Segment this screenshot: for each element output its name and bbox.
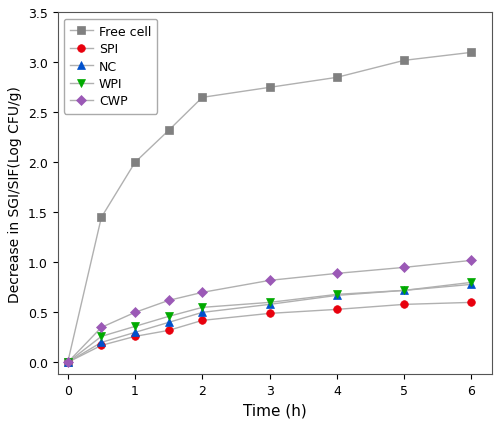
X-axis label: Time (h): Time (h) (243, 403, 306, 417)
Legend: Free cell, SPI, NC, WPI, CWP: Free cell, SPI, NC, WPI, CWP (64, 20, 158, 114)
Y-axis label: Decrease in SGI/SIF(Log CFU/g): Decrease in SGI/SIF(Log CFU/g) (8, 86, 22, 302)
